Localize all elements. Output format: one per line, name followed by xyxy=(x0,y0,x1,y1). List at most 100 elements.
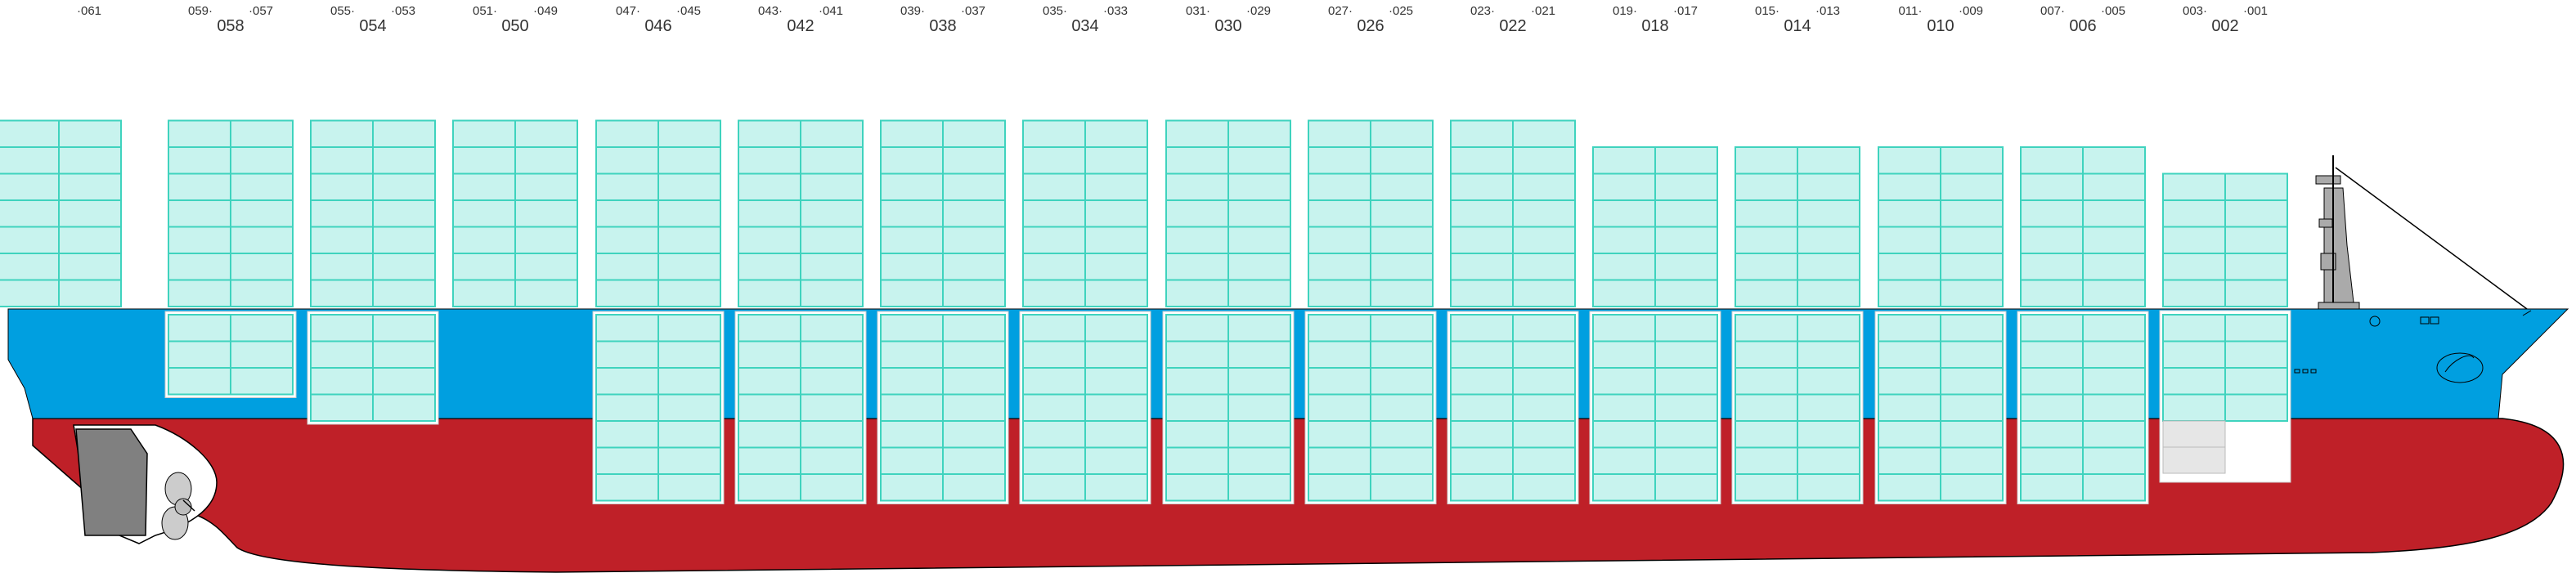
container-cell xyxy=(1308,446,1371,475)
container-cell xyxy=(1308,420,1371,449)
container-cell xyxy=(800,199,864,228)
container-cell xyxy=(452,119,516,148)
container-cell xyxy=(1227,253,1291,281)
container-cell xyxy=(1797,172,1860,201)
container-cell xyxy=(58,172,122,201)
container-cell xyxy=(1654,420,1718,449)
container-cell xyxy=(595,446,659,475)
container-cell xyxy=(1797,253,1860,281)
container-cell xyxy=(1227,119,1291,148)
container-cell xyxy=(1370,367,1434,396)
hold-stack-054 xyxy=(310,314,436,422)
container-cell xyxy=(230,119,294,148)
container-cell xyxy=(2020,226,2084,254)
container-cell xyxy=(0,146,60,175)
container-cell xyxy=(2082,226,2146,254)
container-cell xyxy=(1022,340,1086,369)
bay-label: 018 xyxy=(1641,17,1668,35)
container-cell xyxy=(595,279,659,307)
container-cell xyxy=(58,226,122,254)
container-cell xyxy=(168,146,231,175)
container-cell xyxy=(168,172,231,201)
container-cell xyxy=(2162,279,2226,307)
container-cell xyxy=(1084,226,1148,254)
container-cell xyxy=(2020,279,2084,307)
container-cell xyxy=(2082,279,2146,307)
hold-stack-034 xyxy=(1022,314,1148,502)
container-cell xyxy=(1735,446,1798,475)
container-cell xyxy=(372,253,436,281)
bay-sub-label-fwd: ·045 xyxy=(676,4,701,18)
container-cell xyxy=(372,279,436,307)
container-cell xyxy=(595,314,659,342)
container-cell xyxy=(514,119,578,148)
bay-sub-label-aft: 047· xyxy=(616,4,640,18)
container-cell xyxy=(2082,146,2146,175)
container-cell xyxy=(1450,279,1514,307)
container-cell xyxy=(595,340,659,369)
container-cell xyxy=(800,393,864,422)
container-cell xyxy=(1084,367,1148,396)
container-cell xyxy=(738,367,801,396)
container-cell xyxy=(1370,146,1434,175)
container-cell xyxy=(2224,314,2288,342)
container-cell xyxy=(1878,393,1941,422)
container-cell xyxy=(2224,393,2288,422)
container-cell xyxy=(1227,420,1291,449)
container-cell xyxy=(1450,199,1514,228)
container-cell xyxy=(452,146,516,175)
container-cell xyxy=(372,340,436,369)
container-cell xyxy=(310,314,374,342)
container-cell xyxy=(372,119,436,148)
container-cell xyxy=(942,367,1006,396)
container-cell xyxy=(1165,253,1229,281)
container-cell xyxy=(657,199,721,228)
container-cell xyxy=(1022,253,1086,281)
container-cell xyxy=(880,473,944,502)
container-cell xyxy=(1592,446,1656,475)
container-cell xyxy=(2224,226,2288,254)
container-cell xyxy=(1592,199,1656,228)
container-cell xyxy=(1878,340,1941,369)
container-cell xyxy=(1940,473,2004,502)
container-cell xyxy=(310,367,374,396)
bay-sub-label-aft: 051· xyxy=(473,4,497,18)
container-cell xyxy=(1022,393,1086,422)
bay-label: 042 xyxy=(787,17,814,35)
container-cell xyxy=(1654,473,1718,502)
container-cell xyxy=(1308,473,1371,502)
container-cell xyxy=(1165,367,1229,396)
container-cell xyxy=(800,172,864,201)
container-cell xyxy=(1592,226,1656,254)
container-cell xyxy=(310,199,374,228)
bay-sub-label-aft: 031· xyxy=(1186,4,1210,18)
bay-label: 006 xyxy=(2069,17,2096,35)
container-cell xyxy=(1512,393,1576,422)
container-cell xyxy=(1450,420,1514,449)
container-cell xyxy=(0,119,60,148)
container-cell xyxy=(1735,199,1798,228)
container-cell xyxy=(1165,314,1229,342)
container-cell xyxy=(657,226,721,254)
deck-stack-058 xyxy=(168,119,294,307)
container-cell xyxy=(2162,393,2226,422)
bay-sub-label-fwd: ·037 xyxy=(961,4,985,18)
empty-slot xyxy=(2162,446,2226,474)
container-cell xyxy=(1654,172,1718,201)
container-cell xyxy=(1084,253,1148,281)
container-cell xyxy=(1512,473,1576,502)
container-cell xyxy=(2020,340,2084,369)
container-cell xyxy=(1512,367,1576,396)
container-cell xyxy=(1227,172,1291,201)
container-cell xyxy=(372,146,436,175)
container-cell xyxy=(452,253,516,281)
container-cell xyxy=(1165,473,1229,502)
container-cell xyxy=(1165,199,1229,228)
container-cell xyxy=(800,119,864,148)
container-cell xyxy=(880,420,944,449)
bay-sub-label-fwd: ·053 xyxy=(391,4,415,18)
container-cell xyxy=(880,340,944,369)
container-cell xyxy=(1370,119,1434,148)
container-cell xyxy=(1512,340,1576,369)
container-cell xyxy=(310,146,374,175)
